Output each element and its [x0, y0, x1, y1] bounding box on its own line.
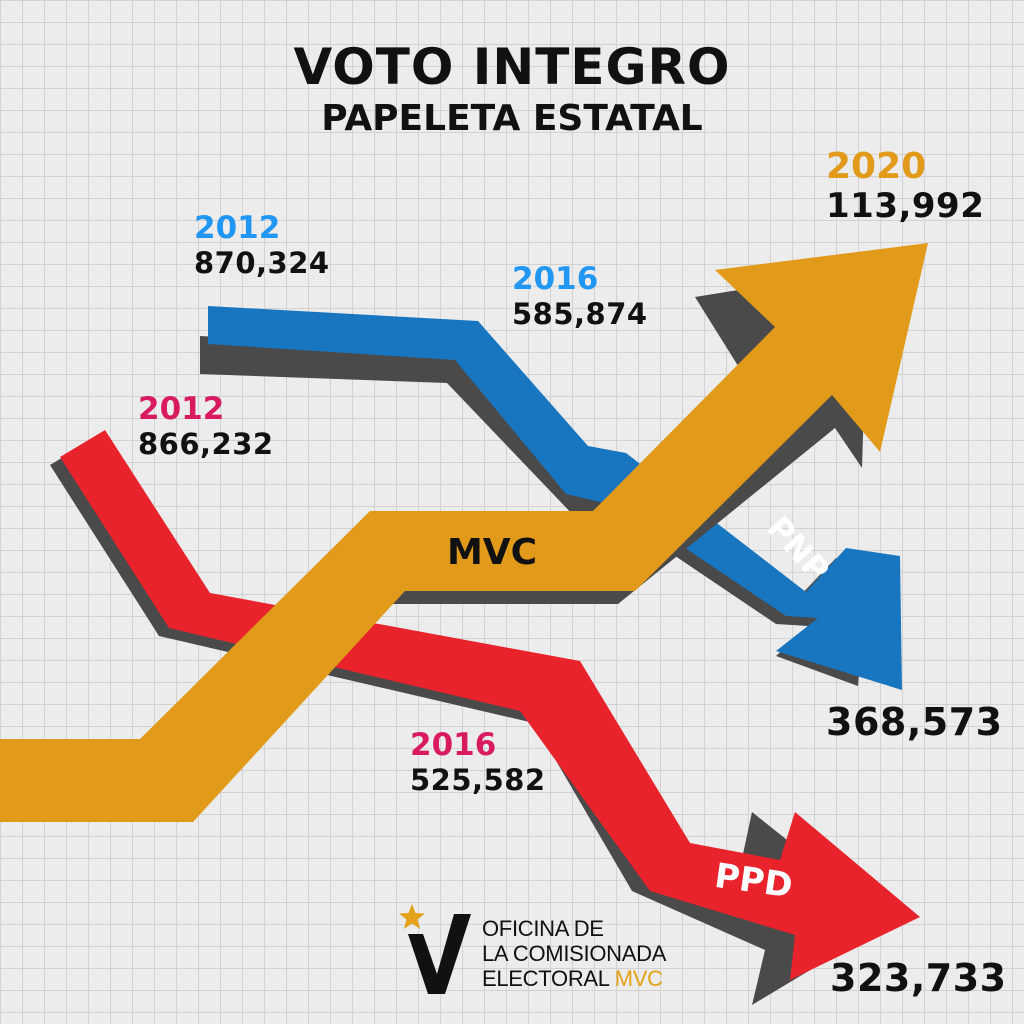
pnp-arrow-body [208, 306, 902, 690]
mvc-arrow-body [0, 243, 928, 822]
pnp-2016-label: 2016 585,874 [512, 261, 648, 331]
logo-star-icon [399, 904, 425, 929]
series-mvc-arrow: MVC [0, 243, 928, 822]
series-pnp-arrow: PNP [200, 306, 902, 690]
ppd-2016-value: 525,582 [410, 762, 546, 797]
ppd-2012-year: 2012 [138, 391, 225, 427]
mvc-2020-value: 113,992 [826, 186, 985, 227]
mvc-series-label: MVC [447, 532, 537, 573]
pnp-2012-year: 2012 [194, 210, 281, 246]
ppd-2016-label: 2016 525,582 [410, 727, 546, 797]
logo-mark-icon [399, 904, 471, 994]
logo-text: OFICINA DE LA COMISIONADA ELECTORAL MVC [482, 916, 666, 991]
logo-line-3-text: ELECTORAL [482, 966, 609, 991]
ppd-arrow-body [60, 430, 920, 980]
pnp-2012-value: 870,324 [194, 245, 330, 280]
logo-line-1: OFICINA DE [482, 916, 604, 941]
mvc-2020-year: 2020 [826, 146, 927, 187]
logo-line-2: LA COMISIONADA [482, 941, 667, 966]
logo-line-3: ELECTORAL MVC [482, 966, 666, 991]
pnp-2016-value: 585,874 [512, 296, 648, 331]
mvc-2020-label: 2020 113,992 [826, 146, 984, 226]
ppd-2012-value: 866,232 [138, 426, 274, 461]
ppd-2020-value: 323,733 [830, 956, 1007, 1000]
logo-line-3-accent: MVC [614, 966, 663, 991]
pnp-2012-label: 2012 870,324 [194, 210, 330, 280]
ppd-2016-year: 2016 [410, 727, 497, 763]
pnp-2020-value: 368,573 [826, 700, 1003, 744]
chart-subtitle: PAPELETA ESTATAL [321, 98, 703, 139]
series-ppd-arrow: PPD [50, 430, 920, 1005]
ppd-2012-label: 2012 866,232 [138, 391, 274, 461]
logo-v-icon [408, 914, 471, 994]
pnp-2016-year: 2016 [512, 261, 599, 297]
chart-title: VOTO INTEGRO [293, 38, 731, 96]
logo: OFICINA DE LA COMISIONADA ELECTORAL MVC [396, 902, 666, 1002]
